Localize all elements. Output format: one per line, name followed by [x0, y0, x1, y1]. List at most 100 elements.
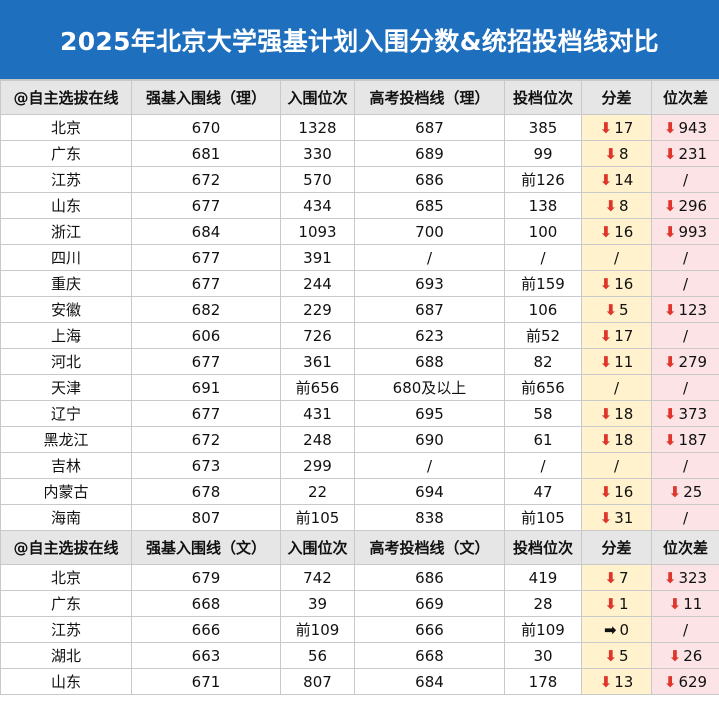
rank-diff-cell: / [651, 166, 719, 193]
right-arrow-icon: ➡ [603, 620, 617, 639]
table-row: 广东 681 330 689 99 ⬇ 8 ⬇ 231 [0, 140, 719, 167]
rank-diff-cell-value: / [682, 378, 689, 397]
gaokao-rank-cell: 138 [504, 192, 582, 219]
red-down-arrow-icon: ⬇ [599, 326, 613, 345]
gaokao-rank-cell: 61 [504, 426, 582, 453]
gaokao-rank-cell: 30 [504, 642, 582, 669]
table-row: 江苏 672 570 686 前126 ⬇ 14/ [0, 166, 719, 193]
score-diff-cell: ⬇ 16 [581, 270, 652, 297]
gaokao-rank-cell: 82 [504, 348, 582, 375]
red-down-arrow-icon: ⬇ [599, 430, 613, 449]
qiangji-rank-cell: 229 [280, 296, 355, 323]
score-diff-cell-value: 0 [619, 620, 630, 639]
gaokao-rank-cell: 前109 [504, 616, 582, 643]
score-diff-cell-value: 5 [619, 646, 629, 665]
table-row: 四川 677 391// / / [0, 244, 719, 271]
table-header-row: @自主选拔在线 强基入围线（理） 入围位次 高考投档线（理） 投档位次 分差 位次差 [0, 80, 719, 115]
province-cell: 北京 [0, 114, 132, 141]
red-down-arrow-icon: ⬇ [599, 672, 613, 691]
qiangji-line-cell: 807 [131, 504, 281, 531]
rank-diff-cell-value: 279 [678, 352, 708, 371]
red-down-arrow-icon: ⬇ [668, 482, 682, 501]
score-diff-cell-value: 17 [614, 326, 634, 345]
qiangji-line-cell: 670 [131, 114, 281, 141]
column-header: 强基入围线（文） [131, 530, 281, 565]
qiangji-rank-cell: 330 [280, 140, 355, 167]
qiangji-line-cell: 681 [131, 140, 281, 167]
rank-diff-cell: ⬇ 187 [651, 426, 719, 453]
rank-diff-cell-value: / [682, 274, 689, 293]
rank-diff-cell: / [651, 322, 719, 349]
gaokao-rank-cell: 前52 [504, 322, 582, 349]
rank-diff-cell-value: 26 [683, 646, 703, 665]
table-row: 重庆 677 244 693 前159 ⬇ 16/ [0, 270, 719, 297]
table-header-row: @自主选拔在线 强基入围线（文） 入围位次 高考投档线（文） 投档位次 分差 位次差 [0, 530, 719, 565]
province-cell: 天津 [0, 374, 132, 401]
rank-diff-cell: ⬇ 26 [651, 642, 719, 669]
qiangji-line-cell: 668 [131, 590, 281, 617]
gaokao-line-cell: 684 [354, 668, 505, 695]
table-row: 海南 807 前105 838 前105 ⬇ 31/ [0, 504, 719, 531]
province-cell: 湖北 [0, 642, 132, 669]
province-cell: 吉林 [0, 452, 132, 479]
qiangji-rank-cell: 391 [280, 244, 355, 271]
rank-diff-cell-value: / [682, 326, 689, 345]
rank-diff-cell-value: / [682, 508, 689, 527]
score-diff-cell-value: 18 [614, 430, 634, 449]
qiangji-line-cell: 677 [131, 192, 281, 219]
red-down-arrow-icon: ⬇ [599, 222, 613, 241]
gaokao-line-cell: 695 [354, 400, 505, 427]
red-down-arrow-icon: ⬇ [604, 646, 618, 665]
gaokao-rank-cell: 前159 [504, 270, 582, 297]
qiangji-rank-cell: 431 [280, 400, 355, 427]
red-down-arrow-icon: ⬇ [599, 274, 613, 293]
score-diff-cell-value: 8 [619, 196, 629, 215]
province-cell: 广东 [0, 140, 132, 167]
province-cell: 广东 [0, 590, 132, 617]
province-cell: 江苏 [0, 166, 132, 193]
table-row: 天津 691 前656 680及以上 前656// [0, 374, 719, 401]
rank-diff-cell: ⬇ 629 [651, 668, 719, 695]
red-down-arrow-icon: ⬇ [663, 300, 677, 319]
gaokao-line-cell: 666 [354, 616, 505, 643]
province-cell: 四川 [0, 244, 132, 271]
comparison-table: @自主选拔在线 强基入围线（理） 入围位次 高考投档线（理） 投档位次 分差 位次差 北京 67… [0, 80, 719, 695]
score-diff-cell-value: / [613, 456, 620, 475]
red-down-arrow-icon: ⬇ [663, 404, 677, 423]
qiangji-line-cell: 691 [131, 374, 281, 401]
qiangji-rank-cell: 前656 [280, 374, 355, 401]
score-diff-cell: ⬇ 11 [581, 348, 652, 375]
column-header: 高考投档线（理） [354, 80, 505, 115]
score-diff-cell-value: 16 [614, 482, 634, 501]
table-row: 内蒙古 678 22 694 47 ⬇ 16 ⬇ 25 [0, 478, 719, 505]
red-down-arrow-icon: ⬇ [604, 594, 618, 613]
score-diff-cell: / [581, 244, 652, 271]
rank-diff-cell: / [651, 504, 719, 531]
score-diff-cell: ⬇ 17 [581, 322, 652, 349]
province-cell: 山东 [0, 668, 132, 695]
gaokao-line-cell: 668 [354, 642, 505, 669]
table-row: 黑龙江 672 248 690 61 ⬇ 18 ⬇ 187 [0, 426, 719, 453]
qiangji-rank-cell: 570 [280, 166, 355, 193]
table-row: 河北 677 361 688 82 ⬇ 11 ⬇ 279 [0, 348, 719, 375]
province-cell: 江苏 [0, 616, 132, 643]
red-down-arrow-icon: ⬇ [663, 352, 677, 371]
table-row: 上海 606 726 623 前52 ⬇ 17/ [0, 322, 719, 349]
qiangji-line-cell: 672 [131, 426, 281, 453]
qiangji-rank-cell: 299 [280, 452, 355, 479]
qiangji-line-cell: 677 [131, 400, 281, 427]
red-down-arrow-icon: ⬇ [604, 144, 618, 163]
score-diff-cell-value: 1 [619, 594, 629, 613]
gaokao-rank-cell: 100 [504, 218, 582, 245]
score-diff-cell: ⬇ 14 [581, 166, 652, 193]
red-down-arrow-icon: ⬇ [599, 352, 613, 371]
score-diff-cell-value: 16 [614, 274, 634, 293]
page-title: 2025年北京大学强基计划入围分数&统招投档线对比 [0, 0, 719, 80]
gaokao-line-cell: 693 [354, 270, 505, 297]
score-diff-cell: ⬇ 31 [581, 504, 652, 531]
qiangji-rank-cell: 742 [280, 564, 355, 591]
gaokao-line-cell: 838 [354, 504, 505, 531]
score-diff-cell-value: 7 [619, 568, 629, 587]
province-cell: 辽宁 [0, 400, 132, 427]
qiangji-rank-cell: 前105 [280, 504, 355, 531]
